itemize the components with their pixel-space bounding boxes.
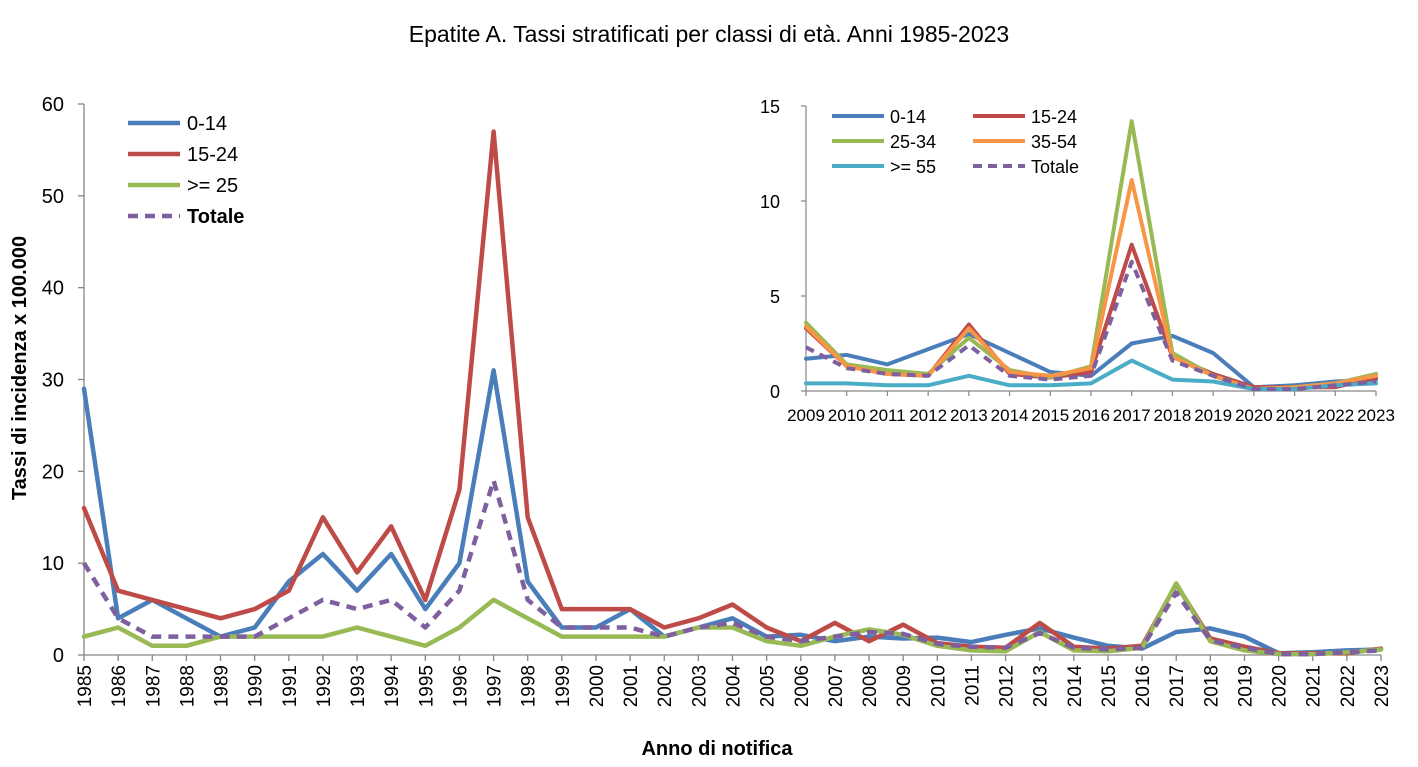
x-tick-label: 2005 xyxy=(758,665,779,707)
inset-legend-label-35-54: 35-54 xyxy=(1031,132,1077,152)
main-series-15-24 xyxy=(81,129,1384,656)
inset-x-tick-label: 2013 xyxy=(950,406,988,425)
x-tick-label: 1991 xyxy=(280,665,301,707)
x-tick-label: 2023 xyxy=(1372,665,1393,707)
y-tick-label: 20 xyxy=(42,461,64,483)
inset-x-tick-label: 2018 xyxy=(1154,406,1192,425)
x-tick-label: 1997 xyxy=(485,665,506,707)
x-tick-label: 2018 xyxy=(1201,665,1222,707)
x-tick-label: 1999 xyxy=(553,665,574,707)
x-tick-label: 2020 xyxy=(1270,665,1291,707)
x-tick-label: 1995 xyxy=(416,665,437,707)
inset-legend-label-25-34: 25-34 xyxy=(890,132,936,152)
inset-x-tick-label: 2021 xyxy=(1276,406,1314,425)
x-tick-label: 2017 xyxy=(1167,665,1188,707)
x-tick-label: 2015 xyxy=(1099,665,1120,707)
x-tick-label: 2016 xyxy=(1133,665,1154,707)
x-tick-label: 2021 xyxy=(1304,665,1325,707)
inset-y-tick-label: 5 xyxy=(770,287,780,307)
inset-y-tick-label: 0 xyxy=(770,382,780,402)
inset-legend: 0-14 15-24 25-34 35-54 >= 55 Totale xyxy=(832,107,1079,177)
x-tick-label: 2010 xyxy=(928,665,949,707)
main-legend-label-15-24: 15-24 xyxy=(187,144,238,166)
x-axis-title: Anno di notifica xyxy=(641,738,793,760)
main-legend-label-0-14: 0-14 xyxy=(187,113,227,135)
x-tick-label: 2012 xyxy=(997,665,1018,707)
y-tick-label: 10 xyxy=(42,553,64,575)
x-tick-label: 2009 xyxy=(894,665,915,707)
y-tick-label: 0 xyxy=(53,645,64,667)
inset-x-tick-label: 2015 xyxy=(1031,406,1069,425)
y-tick-label: 40 xyxy=(42,278,64,300)
x-tick-label: 2002 xyxy=(655,665,676,707)
inset-series-ge-55 xyxy=(804,358,1378,392)
x-tick-label: 2013 xyxy=(1031,665,1052,707)
x-tick-label: 1993 xyxy=(348,665,369,707)
main-series-ge-25 xyxy=(81,581,1384,657)
inset-x-tick-label: 2014 xyxy=(991,406,1029,425)
x-tick-label: 1992 xyxy=(314,665,335,707)
inset-x-tick-label: 2016 xyxy=(1072,406,1110,425)
inset-y-tick-label: 15 xyxy=(760,97,780,117)
inset-x-tick-label: 2012 xyxy=(909,406,947,425)
y-tick-label: 50 xyxy=(42,186,64,208)
main-legend: 0-14 15-24 >= 25 Totale xyxy=(128,113,244,228)
x-tick-label: 1988 xyxy=(177,665,198,707)
inset-series-totale xyxy=(805,259,1377,392)
x-tick-label: 1985 xyxy=(75,665,96,707)
x-tick-label: 1996 xyxy=(450,665,471,707)
inset-x-tick-label: 2020 xyxy=(1235,406,1273,425)
x-tick-label: 2022 xyxy=(1338,665,1359,707)
chart-title: Epatite A. Tassi stratificati per classi… xyxy=(409,21,1009,47)
x-tick-label: 1990 xyxy=(246,665,267,707)
x-tick-label: 1994 xyxy=(382,665,403,708)
x-tick-label: 2001 xyxy=(621,665,642,707)
main-legend-label-ge-25: >= 25 xyxy=(187,175,238,197)
x-tick-label: 2007 xyxy=(826,665,847,707)
inset-legend-label-0-14: 0-14 xyxy=(890,107,926,127)
x-tick-label: 2019 xyxy=(1235,665,1256,707)
inset-x-tick-label: 2022 xyxy=(1316,406,1354,425)
inset-x-tick-label: 2011 xyxy=(869,406,906,425)
inset-x-tick-label: 2019 xyxy=(1194,406,1232,425)
main-series-0-14 xyxy=(81,368,1384,656)
y-tick-label: 60 xyxy=(42,94,64,116)
x-tick-label: 1986 xyxy=(109,665,130,707)
y-tick-label: 30 xyxy=(42,370,64,392)
x-tick-label: 1989 xyxy=(212,665,233,707)
inset-x-tick-label: 2010 xyxy=(828,406,866,425)
inset-legend-label-totale: Totale xyxy=(1031,157,1079,177)
x-tick-label: 2006 xyxy=(792,665,813,707)
x-tick-label: 2014 xyxy=(1065,665,1086,708)
y-axis-title: Tassi di incidenza x 100.000 xyxy=(9,236,31,500)
inset-x-tick-label: 2023 xyxy=(1357,406,1395,425)
inset-y-tick-label: 10 xyxy=(760,192,780,212)
main-legend-label-totale: Totale xyxy=(187,206,244,228)
main-series-totale xyxy=(82,478,1382,657)
x-tick-label: 2008 xyxy=(860,665,881,707)
x-tick-label: 2011 xyxy=(962,665,983,706)
x-tick-label: 1998 xyxy=(519,665,540,707)
inset-x-tick-label: 2009 xyxy=(787,406,825,425)
inset-legend-label-15-24: 15-24 xyxy=(1031,107,1077,127)
inset-x-tick-label: 2017 xyxy=(1113,406,1151,425)
x-tick-label: 2003 xyxy=(689,665,710,707)
x-tick-label: 1987 xyxy=(143,665,164,707)
x-tick-label: 2004 xyxy=(724,665,745,708)
x-tick-label: 2000 xyxy=(587,665,608,707)
inset-legend-label-ge-55: >= 55 xyxy=(890,157,936,177)
